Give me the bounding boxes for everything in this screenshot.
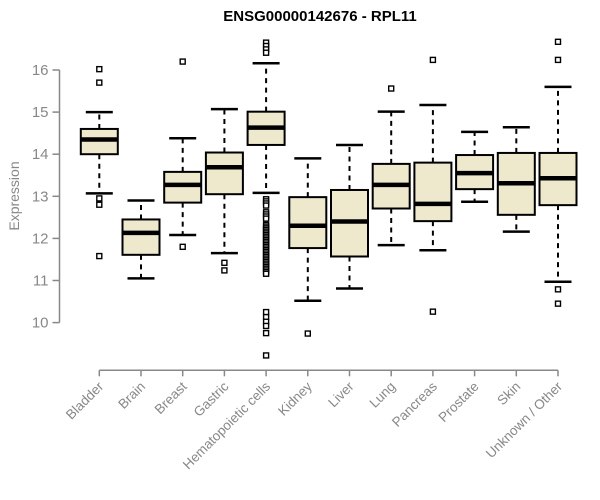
outlier-point — [96, 201, 103, 208]
chart-title: ENSG00000142676 - RPL11 — [223, 8, 417, 25]
outlier-point — [262, 49, 270, 56]
outlier-point — [262, 329, 270, 337]
y-tick-label: 13 — [32, 188, 49, 205]
outlier-point — [554, 56, 562, 64]
outlier-point — [96, 79, 103, 86]
box-skin — [496, 126, 536, 233]
outlier-point — [221, 259, 228, 267]
y-axis: 10 11 12 13 14 15 16 — [32, 62, 61, 332]
x-category-label: Prostate — [436, 379, 482, 425]
box-brain — [121, 199, 161, 280]
y-tick-label: 14 — [32, 146, 49, 163]
x-category-label: Liver — [325, 378, 357, 410]
outlier-point — [429, 56, 437, 64]
box-breast — [163, 58, 203, 251]
outlier-point — [96, 252, 103, 260]
outlier-point — [554, 38, 562, 45]
outlier-point — [262, 202, 270, 209]
box-unknown-other — [538, 38, 578, 307]
outlier-point — [96, 195, 103, 202]
x-category-label: Pancreas — [389, 379, 440, 430]
outlier-point — [429, 308, 437, 315]
outlier-point — [262, 308, 270, 316]
box-lung — [371, 85, 411, 247]
box-hematopoietic-cells — [246, 39, 286, 359]
outlier-point — [262, 322, 270, 330]
outlier-point — [221, 267, 228, 274]
y-tick-label: 16 — [32, 62, 49, 79]
box-liver — [330, 143, 369, 290]
outlier-point — [262, 215, 270, 222]
outlier-point — [179, 58, 186, 65]
box-bladder — [79, 65, 119, 260]
outlier-point — [179, 243, 186, 251]
y-tick-label: 15 — [32, 104, 49, 121]
box-pancreas — [413, 56, 453, 315]
y-tick-label: 12 — [32, 230, 49, 247]
outlier-point — [554, 300, 562, 307]
outlier-point — [262, 352, 270, 359]
x-category-label: Lung — [366, 379, 398, 411]
x-category-label: Kidney — [275, 379, 315, 419]
x-category-label: Breast — [152, 379, 190, 417]
x-category-label: Skin — [494, 379, 523, 408]
box-kidney — [288, 157, 328, 337]
box-prostate — [455, 130, 495, 204]
outlier-point — [304, 330, 311, 337]
outlier-point — [96, 65, 103, 73]
box-gastric — [204, 107, 244, 274]
x-category-label: Gastric — [191, 379, 232, 420]
outlier-point — [554, 286, 562, 293]
y-tick-label: 10 — [32, 315, 49, 332]
x-category-label: Unknown / Other — [483, 378, 566, 461]
x-category-label: Brain — [115, 379, 148, 412]
x-category-label: Bladder — [63, 378, 107, 422]
outlier-point — [388, 85, 395, 92]
y-axis-label: Expression — [6, 161, 22, 231]
y-tick-label: 11 — [33, 273, 49, 290]
outlier-point — [262, 270, 270, 277]
